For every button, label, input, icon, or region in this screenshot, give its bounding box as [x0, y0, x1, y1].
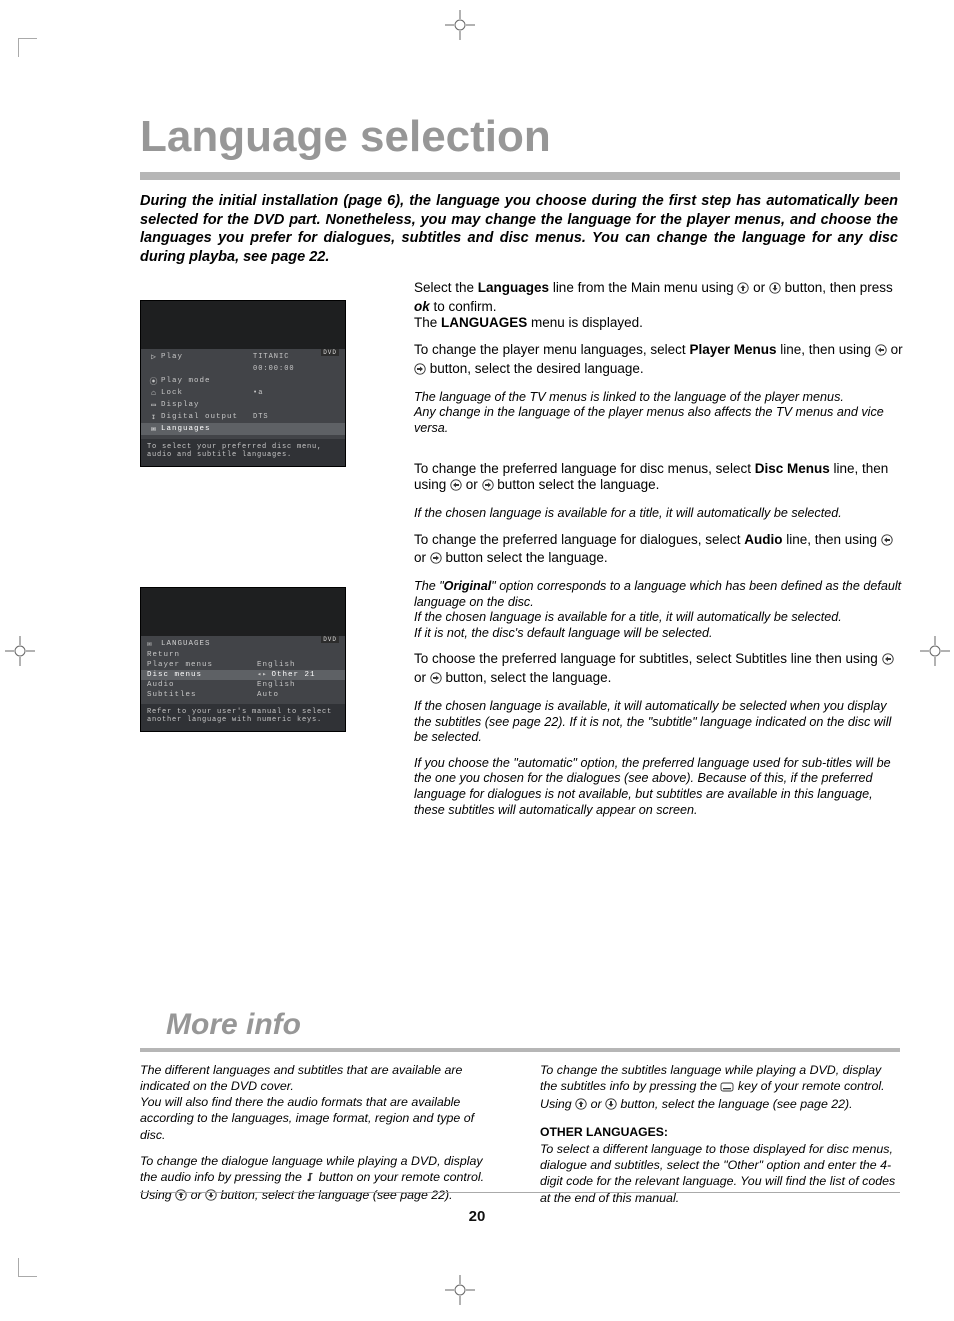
more-info-section: More info The different languages and su… — [140, 1008, 900, 1216]
body-note-1: The language of the TV menus is linked t… — [414, 390, 904, 437]
menu-row-lock: ⌂Lock•a — [147, 387, 339, 399]
down-button-icon — [769, 282, 781, 299]
registration-mark-icon — [5, 636, 35, 666]
menu-row-disc-menus-selected: Disc menus◂▸Other 21 — [141, 670, 345, 680]
more-info-heading: More info — [166, 1008, 900, 1042]
intro-paragraph: During the initial installation (page 6)… — [140, 192, 898, 266]
right-button-icon — [430, 552, 442, 569]
menu-row-display: ▭Display — [147, 399, 339, 411]
crop-mark — [18, 38, 37, 57]
body-p5: To choose the preferred language for sub… — [414, 651, 904, 688]
badge-dvd: DVD — [321, 349, 339, 356]
audio-note-icon — [305, 1171, 315, 1187]
figure-languages-menu: DVD ✉LANGUAGES Return Player menusEnglis… — [140, 587, 346, 732]
body-note-5: If you choose the "automatic" option, th… — [414, 756, 904, 818]
body-p4: To change the preferred language for dia… — [414, 532, 904, 569]
more-info-rule — [140, 1048, 900, 1052]
menu-row-audio: AudioEnglish — [147, 680, 339, 690]
page-title: Language selection — [140, 112, 896, 162]
title-rule — [140, 172, 900, 180]
menu-row-play: ▷PlayTITANIC — [147, 351, 339, 363]
registration-mark-icon — [920, 636, 950, 666]
right-button-icon — [482, 479, 494, 496]
left-button-icon — [882, 653, 894, 670]
figure-footer: To select your preferred disc menu, audi… — [141, 439, 345, 466]
registration-mark-icon — [445, 1275, 475, 1305]
left-button-icon — [875, 344, 887, 361]
other-languages-label: OTHER LANGUAGES: — [540, 1125, 668, 1139]
body-note-2: If the chosen language is available for … — [414, 506, 904, 522]
right-button-icon — [414, 363, 426, 380]
body-note-4: If the chosen language is available, it … — [414, 699, 904, 746]
badge-dvd: DVD — [321, 636, 339, 643]
body-p3: To change the preferred language for dis… — [414, 461, 904, 496]
footer-rule — [140, 1192, 900, 1193]
menu-row-playmode: ⦿Play mode — [147, 375, 339, 387]
menu-row-languages-selected: ✉Languages — [141, 423, 345, 435]
menu-row-subtitles: SubtitlesAuto — [147, 690, 339, 700]
up-button-icon — [575, 1098, 587, 1114]
left-button-icon — [881, 534, 893, 551]
left-button-icon — [450, 479, 462, 496]
submenu-header: ✉LANGUAGES — [147, 638, 339, 650]
menu-row-digital-output: ↧Digital outputDTS — [147, 411, 339, 423]
right-button-icon — [430, 672, 442, 689]
up-button-icon — [737, 282, 749, 299]
page-number: 20 — [0, 1208, 954, 1225]
menu-row-time: 00:00:00 — [147, 363, 339, 375]
figure-main-menu: DVD ▷PlayTITANIC 00:00:00 ⦿Play mode ⌂Lo… — [140, 300, 346, 467]
menu-row-return: Return — [147, 650, 339, 660]
page: Language selection During the initial in… — [0, 0, 954, 1321]
body-text: Select the Languages line from the Main … — [414, 280, 904, 828]
body-p2: To change the player menu languages, sel… — [414, 342, 904, 379]
body-note-3: The "Original" option corresponds to a l… — [414, 579, 904, 641]
subtitle-icon — [720, 1080, 734, 1096]
figure-footer: Refer to your user's manual to select an… — [141, 704, 345, 731]
menu-row-player-menus: Player menusEnglish — [147, 660, 339, 670]
registration-mark-icon — [445, 10, 475, 40]
crop-mark — [18, 1258, 37, 1277]
body-p1: Select the Languages line from the Main … — [414, 280, 904, 332]
down-button-icon — [605, 1098, 617, 1114]
